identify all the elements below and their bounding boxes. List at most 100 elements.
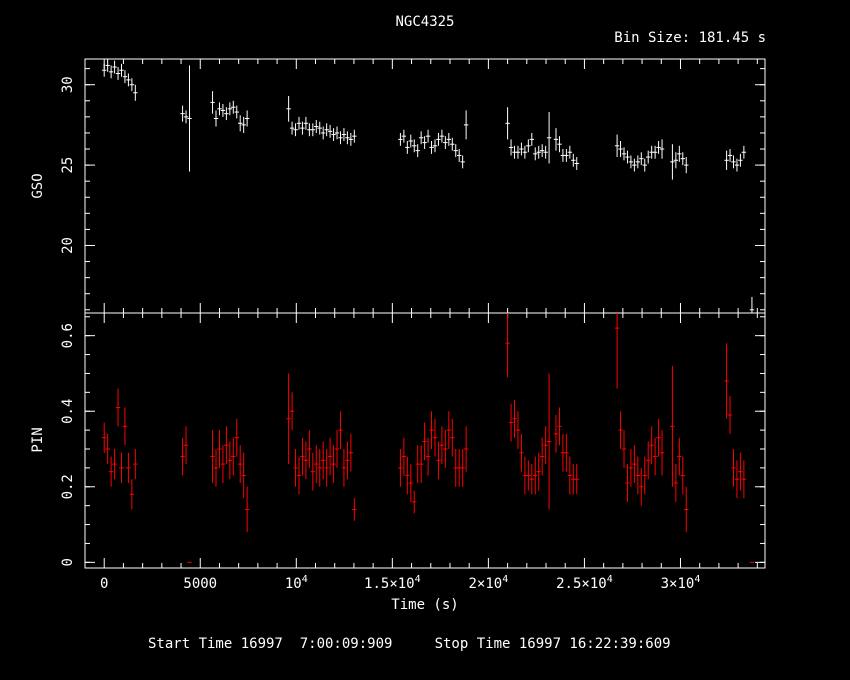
gso-data-point — [684, 157, 689, 174]
gso-data-point — [505, 107, 510, 140]
pin-data-point — [183, 426, 189, 465]
gso-data-point — [122, 70, 128, 84]
pin-data-point — [224, 426, 229, 465]
pin-data-point — [659, 430, 665, 476]
gso-data-point — [398, 132, 403, 146]
pin-data-point — [422, 422, 427, 461]
pin-data-point — [446, 411, 452, 449]
bin-size-label: Bin Size: 181.45 s — [614, 30, 766, 46]
pin-data-point — [296, 456, 302, 495]
pin-data-point — [432, 418, 438, 457]
pin-data-point — [533, 456, 538, 495]
gso-data-point — [412, 139, 417, 153]
pin-ytick-label: 0.4 — [60, 399, 76, 424]
gso-data-point — [317, 121, 322, 135]
gso-data-point — [234, 105, 239, 119]
pin-data-point — [546, 373, 552, 510]
gso-data-point — [187, 65, 192, 172]
gso-data-point — [408, 134, 413, 148]
pin-data-point — [412, 490, 417, 514]
gso-data-point — [300, 121, 305, 135]
pin-data-point — [105, 433, 110, 465]
gso-data-point — [670, 144, 675, 180]
gso-data-point — [439, 129, 445, 143]
gso-data-point — [436, 132, 441, 146]
gso-data-point — [515, 145, 521, 159]
pin-data-point — [327, 437, 333, 476]
gso-data-point — [129, 78, 135, 92]
x-tick-label: 2.5×104 — [556, 574, 613, 592]
gso-data-point — [519, 142, 524, 156]
pin-data-point — [314, 445, 319, 483]
gso-data-point — [227, 102, 233, 116]
pin-data-point — [220, 445, 226, 483]
gso-data-point — [574, 157, 579, 170]
gso-data-point — [348, 132, 354, 146]
gso-data-point — [635, 155, 641, 169]
pin-data-point — [677, 437, 682, 476]
gso-data-point — [320, 126, 326, 140]
pin-data-point — [731, 449, 736, 487]
pin-data-point — [508, 403, 514, 442]
gso-ytick-label: 25 — [60, 157, 76, 174]
pin-data-point — [180, 437, 185, 476]
gso-data-point — [112, 60, 117, 74]
pin-data-point — [338, 411, 343, 449]
pin-data-point — [574, 464, 579, 495]
gso-data-point — [352, 129, 357, 143]
gso-data-point — [453, 144, 458, 158]
gso-data-point — [557, 136, 562, 153]
gso-data-point — [526, 139, 531, 153]
gso-data-point — [415, 144, 420, 158]
pin-data-point — [324, 449, 329, 487]
gso-data-point — [310, 123, 316, 137]
pin-axis-label: PIN — [30, 427, 46, 453]
pin-data-point — [398, 449, 403, 487]
x-tick-label: 0 — [100, 576, 108, 592]
pin-data-point — [646, 441, 651, 480]
gso-data-point — [210, 91, 215, 114]
gso-data-point — [303, 116, 309, 130]
pin-data-point — [408, 464, 413, 502]
pin-data-point — [463, 426, 469, 472]
pin-frame — [84, 312, 766, 569]
pin-data-point — [727, 396, 733, 434]
pin-data-point — [300, 437, 305, 476]
gso-data-point — [338, 131, 343, 145]
pin-data-point — [439, 426, 445, 465]
gso-ytick-label: 20 — [60, 237, 76, 254]
pin-data-point — [557, 407, 562, 446]
pin-data-point — [621, 430, 627, 468]
pin-data-point — [529, 464, 535, 495]
pin-data-point — [652, 437, 658, 476]
pin-data-point — [425, 437, 431, 476]
gso-data-point — [738, 153, 743, 167]
gso-data-point — [450, 137, 455, 151]
pin-ytick-label: 0.6 — [60, 323, 76, 348]
pin-data-point — [334, 430, 340, 468]
gso-data-point — [133, 84, 138, 101]
gso-data-point — [673, 152, 679, 169]
pin-data-point — [632, 445, 637, 483]
gso-data-point — [289, 121, 295, 135]
gso-data-point — [571, 153, 576, 167]
gso-data-point — [680, 152, 685, 166]
gso-data-point — [108, 65, 114, 79]
pin-data-point — [536, 452, 541, 491]
x-tick-label: 3×104 — [661, 574, 701, 592]
pin-data-point — [734, 460, 740, 499]
gso-data-point — [446, 132, 452, 146]
pin-data-point — [234, 418, 239, 457]
gso-data-point — [443, 136, 448, 150]
gso-data-point — [639, 152, 644, 166]
gso-data-point — [564, 149, 569, 162]
gso-data-point — [543, 145, 548, 159]
gso-data-point — [314, 120, 319, 133]
pin-data-point — [564, 433, 569, 472]
gso-data-point — [102, 63, 107, 77]
gso-data-point — [429, 140, 434, 154]
pin-data-point — [108, 456, 114, 487]
x-axis-label: Time (s) — [391, 597, 459, 613]
pin-data-point — [231, 437, 236, 476]
